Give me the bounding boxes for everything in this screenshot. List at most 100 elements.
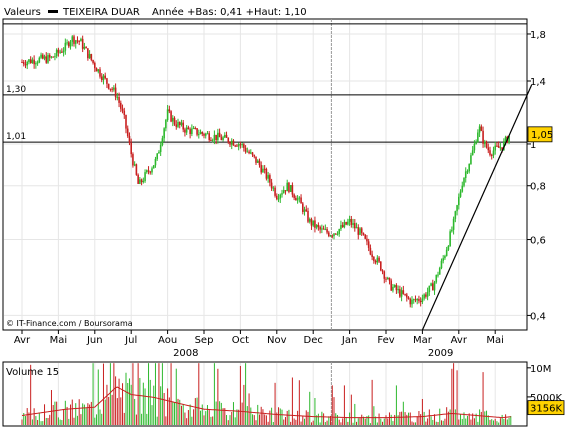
price-axis: 1,8 1,4 1 0,8 0,6 0,4 1,05 [527, 30, 553, 322]
candle-body [286, 182, 288, 192]
candle-body [116, 97, 119, 99]
candle-body [120, 102, 122, 109]
candle-body [336, 233, 339, 235]
candle-body [69, 41, 72, 47]
candle-body [352, 223, 354, 225]
candle-body [452, 218, 455, 230]
y-tick-label: 0,8 [530, 182, 546, 193]
candle-body [326, 229, 328, 233]
candle-body [137, 174, 139, 184]
candle-body [132, 154, 134, 166]
candle-body [48, 55, 51, 58]
candle-body [380, 261, 382, 271]
candle-body [302, 203, 304, 212]
x-tick-label: Aou [158, 335, 177, 346]
last-volume-box [527, 400, 565, 416]
candle-body [400, 290, 403, 297]
candle-body [428, 285, 431, 292]
candle-body [489, 150, 491, 155]
candle-body [146, 170, 148, 173]
candle-body [203, 133, 205, 136]
x-tick-label: Jun [86, 335, 103, 346]
candle-body [475, 142, 477, 144]
candle-body [182, 122, 184, 130]
candle-body [113, 87, 115, 90]
candle-body [338, 229, 340, 234]
candle-body [87, 48, 89, 59]
candle-body [54, 56, 56, 58]
candle-body [305, 209, 308, 211]
candle-body [163, 128, 165, 139]
candle-body [409, 298, 412, 305]
candle-body [383, 271, 386, 279]
candle-body [445, 249, 448, 256]
x-tick-label: Dec [304, 335, 323, 346]
candle-body [497, 145, 500, 148]
candle-body [244, 147, 247, 152]
candle-body [52, 56, 54, 58]
candle-body [277, 198, 280, 200]
candle-body [21, 61, 23, 63]
candle-body [74, 40, 77, 44]
candle-body [229, 142, 231, 145]
candle-body [487, 147, 490, 151]
last-price-label: 1,05 [531, 130, 553, 141]
candle-body [184, 129, 186, 133]
candle-body [466, 171, 469, 173]
candle-body [104, 75, 106, 79]
candle-body [236, 145, 238, 147]
candle-body [92, 59, 94, 63]
candle-body [201, 132, 204, 134]
candle-body [62, 50, 65, 53]
candle-body [149, 171, 152, 173]
candle-body [198, 134, 200, 136]
candle-body [106, 78, 108, 84]
candle-body [279, 194, 282, 199]
candle-body [477, 132, 479, 143]
price-panel-frame [2, 18, 528, 331]
last-volume-label: 3156K [530, 404, 562, 415]
candle-body [73, 36, 75, 44]
y-tick-label: 0,6 [530, 236, 546, 247]
candle-body [94, 62, 96, 69]
candle-body [267, 175, 269, 179]
year-label: 2008 [173, 348, 198, 359]
candle-body [425, 294, 427, 297]
candle-body [295, 197, 297, 201]
candle-body [484, 141, 486, 144]
candle-body [215, 134, 217, 141]
candle-body [204, 133, 207, 136]
candle-body [118, 97, 120, 103]
candle-body [385, 278, 387, 280]
candle-body [196, 128, 198, 135]
candle-body [185, 127, 188, 133]
candle-body [343, 222, 346, 228]
candle-body [165, 119, 167, 129]
x-tick-label: Fev [377, 335, 394, 346]
candle-body [430, 283, 432, 286]
candle-body [177, 122, 179, 127]
candle-body [88, 54, 91, 59]
candle-body [426, 291, 429, 297]
x-tick-label: Jul [124, 335, 137, 346]
candle-body [241, 144, 243, 146]
candle-body [310, 219, 313, 226]
candle-body [329, 235, 332, 237]
candle-body [432, 283, 434, 291]
candle-body [376, 257, 379, 263]
candle-body [364, 234, 366, 239]
candle-body [324, 229, 327, 231]
candle-body [147, 170, 150, 172]
candle-body [411, 299, 413, 305]
candle-body [269, 175, 271, 183]
reference-line-label: 1,01 [6, 132, 26, 142]
candle-body [471, 150, 474, 156]
candle-body [334, 233, 337, 235]
x-tick-label: Avr [14, 335, 31, 346]
candle-body [328, 232, 330, 237]
candle-body [81, 38, 84, 49]
candle-body [45, 56, 48, 63]
candle-body [421, 298, 424, 303]
